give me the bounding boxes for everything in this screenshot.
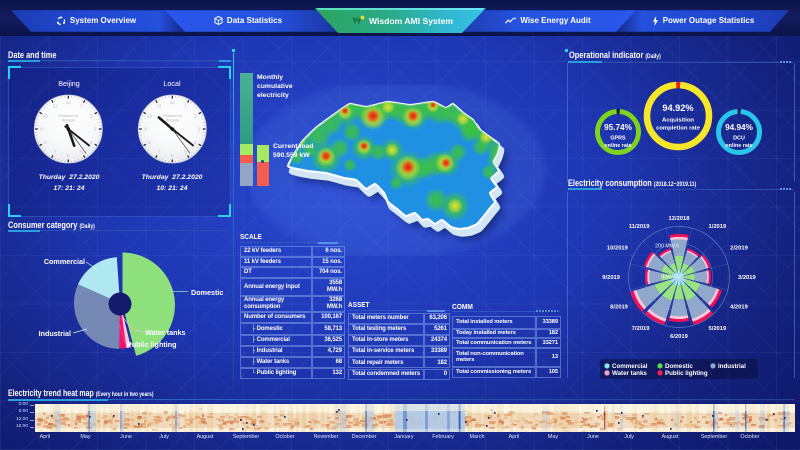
svg-text:Public lighting: Public lighting [665,370,708,377]
svg-text:0 MW.h: 0 MW.h [661,275,679,281]
svg-text:7/2019: 7/2019 [632,326,651,332]
svg-text:3: 3 [94,127,97,132]
svg-text:11: 11 [53,104,58,109]
svg-text:95.74%: 95.74% [604,123,632,132]
svg-text:online rate: online rate [725,143,752,149]
svg-text:Domestic: Domestic [191,288,223,297]
svg-text:GPRS: GPRS [610,136,626,142]
svg-text:1/2019: 1/2019 [709,224,728,230]
svg-text:DCU: DCU [733,136,745,142]
svg-text:5: 5 [184,150,187,155]
svg-text:4: 4 [194,140,197,145]
svg-text:Water tanks: Water tanks [612,370,647,377]
svg-text:3: 3 [198,127,201,132]
svg-text:3/2019: 3/2019 [738,275,757,281]
svg-text:2: 2 [194,113,197,118]
svg-text:6: 6 [171,153,174,158]
svg-text:completion rate: completion rate [656,126,701,132]
svg-text:Industrial: Industrial [39,329,71,338]
svg-text:9/2019: 9/2019 [602,275,621,281]
svg-text:9: 9 [145,127,148,132]
svg-text:Acquisition: Acquisition [662,118,694,124]
svg-text:9: 9 [41,127,44,132]
svg-text:12: 12 [66,100,72,105]
svg-text:Domestic: Domestic [665,363,693,370]
svg-text:94.94%: 94.94% [725,123,753,132]
svg-text:Commercial: Commercial [612,363,648,370]
svg-text:10: 10 [147,113,153,118]
svg-text:10: 10 [43,113,49,118]
svg-text:5/2019: 5/2019 [709,326,728,332]
svg-text:11: 11 [157,104,162,109]
svg-text:12: 12 [170,100,176,105]
svg-text:Powered by: Powered by [59,114,78,118]
svg-text:Commercial: Commercial [44,257,85,266]
svg-text:8/2019: 8/2019 [610,305,629,311]
svg-text:6/2019: 6/2019 [670,334,689,340]
svg-text:Water tanks: Water tanks [145,328,185,337]
svg-text:Public lighting: Public lighting [127,340,177,349]
svg-text:8: 8 [148,140,151,145]
svg-text:7: 7 [54,150,57,155]
svg-text:Wisdom: Wisdom [166,119,179,123]
svg-text:online rate: online rate [604,143,631,149]
svg-text:2/2019: 2/2019 [730,246,749,252]
svg-text:11/2019: 11/2019 [629,224,650,230]
svg-text:2: 2 [90,113,93,118]
svg-text:Powered by: Powered by [163,114,182,118]
svg-text:4/2019: 4/2019 [730,305,749,311]
svg-text:Industrial: Industrial [718,363,746,370]
svg-text:Wisdom: Wisdom [62,119,75,123]
svg-text:94.92%: 94.92% [662,103,693,113]
svg-text:4: 4 [90,140,93,145]
svg-text:1: 1 [80,104,83,109]
svg-text:8: 8 [44,140,47,145]
svg-text:7: 7 [158,150,161,155]
svg-text:200 MW.h: 200 MW.h [655,244,679,250]
svg-text:6: 6 [67,153,70,158]
svg-text:10/2019: 10/2019 [607,246,629,252]
svg-text:5: 5 [80,150,83,155]
svg-text:12/2018: 12/2018 [669,216,691,222]
svg-text:1: 1 [184,104,187,109]
